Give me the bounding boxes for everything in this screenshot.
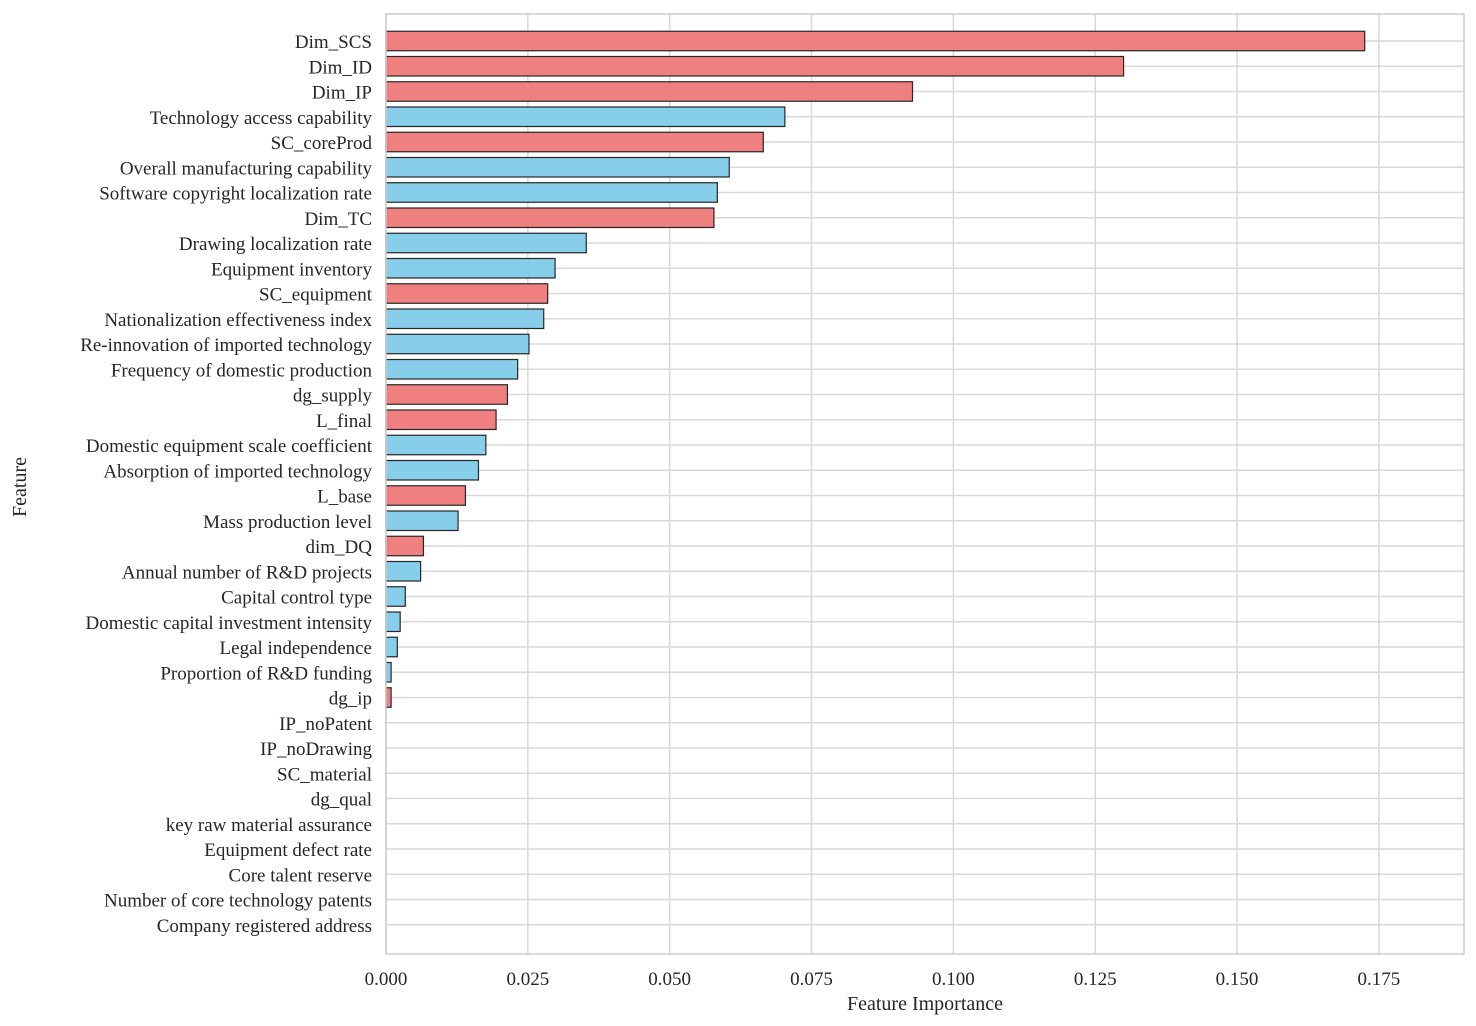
y-tick-label: dg_ip — [329, 689, 372, 710]
y-tick-label: SC_material — [277, 764, 372, 785]
y-tick-label: Nationalization effectiveness index — [104, 310, 372, 331]
bar — [385, 586, 406, 607]
y-tick-label: Annual number of R&D projects — [122, 562, 372, 583]
y-tick-label: Software copyright localization rate — [99, 184, 372, 205]
y-tick-label: L_base — [317, 487, 372, 508]
x-tick-label: 0.125 — [1074, 969, 1117, 990]
y-tick-label: Drawing localization rate — [179, 234, 372, 255]
y-tick-label: Domestic capital investment intensity — [85, 613, 372, 634]
y-tick-label: Company registered address — [157, 916, 372, 937]
y-tick-label: Mass production level — [203, 512, 372, 533]
x-tick-label: 0.000 — [365, 969, 408, 990]
bar — [385, 434, 487, 456]
bar — [385, 207, 715, 229]
y-tick-label: Capital control type — [221, 588, 372, 609]
bar — [385, 459, 480, 481]
y-tick-label: Re-innovation of imported technology — [80, 335, 372, 356]
x-tick-label: 0.050 — [648, 969, 691, 990]
y-tick-label: IP_noDrawing — [260, 739, 372, 760]
y-tick-label: Dim_TC — [304, 209, 372, 230]
y-tick-label: IP_noPatent — [279, 714, 373, 735]
y-tick-label: Domestic equipment scale coefficient — [86, 436, 373, 457]
bar — [385, 156, 730, 178]
x-tick-label: 0.175 — [1358, 969, 1401, 990]
y-tick-label: SC_equipment — [259, 285, 373, 306]
bar — [385, 106, 786, 128]
x-tick-labels: 0.000 0.025 0.050 0.075 0.100 0.125 0.150 0.175 — [365, 969, 1401, 990]
x-axis-title: Feature Importance — [847, 993, 1003, 1015]
y-tick-label: dim_DQ — [306, 537, 373, 558]
y-tick-label: Technology access capability — [150, 108, 373, 129]
bar — [385, 409, 497, 431]
y-axis-title: Feature — [9, 457, 31, 517]
bar — [385, 308, 545, 330]
bar — [385, 30, 1366, 52]
bar — [385, 661, 392, 683]
x-tick-label: 0.150 — [1216, 969, 1259, 990]
y-tick-label: SC_coreProd — [271, 133, 373, 154]
bar — [385, 182, 718, 203]
y-tick-label: Equipment inventory — [211, 259, 372, 280]
y-tick-label: Dim_ID — [309, 57, 372, 78]
bar — [385, 358, 519, 380]
bar — [385, 333, 530, 355]
y-tick-label: Dim_IP — [312, 83, 372, 104]
y-tick-label: Core talent reserve — [229, 865, 372, 886]
y-tick-label: Number of core technology patents — [104, 891, 372, 912]
y-tick-label: Dim_SCS — [295, 32, 372, 53]
bar — [385, 283, 549, 304]
x-tick-label: 0.100 — [932, 969, 975, 990]
bar — [385, 131, 764, 153]
bar — [385, 257, 556, 279]
bar — [385, 560, 422, 582]
x-tick-label: 0.075 — [790, 969, 833, 990]
bar — [385, 81, 914, 102]
bar — [385, 510, 459, 532]
bar — [385, 636, 398, 658]
y-tick-label: dg_supply — [293, 386, 373, 407]
bar — [385, 485, 467, 506]
bar — [385, 611, 401, 633]
y-tick-label: Equipment defect rate — [204, 840, 372, 861]
y-tick-label: Frequency of domestic production — [111, 360, 373, 381]
bar — [385, 232, 587, 254]
x-tick-label: 0.025 — [506, 969, 549, 990]
bar — [385, 535, 425, 557]
y-tick-label: Proportion of R&D funding — [160, 663, 372, 684]
plot-frame — [385, 13, 1465, 955]
bar — [385, 687, 392, 708]
y-tick-label: dg_qual — [311, 790, 372, 811]
y-tick-label: Absorption of imported technology — [103, 461, 372, 482]
y-tick-labels: Dim_SCS Dim_ID Dim_IP Technology access cap… — [80, 32, 373, 937]
y-tick-label: L_final — [316, 411, 372, 432]
y-tick-label: Overall manufacturing capability — [120, 158, 373, 179]
bar — [385, 384, 509, 405]
bars — [385, 30, 1366, 708]
y-tick-label: key raw material assurance — [166, 815, 372, 836]
y-tick-label: Legal independence — [220, 638, 372, 659]
bar — [385, 55, 1125, 77]
grid-lines — [385, 14, 1464, 954]
